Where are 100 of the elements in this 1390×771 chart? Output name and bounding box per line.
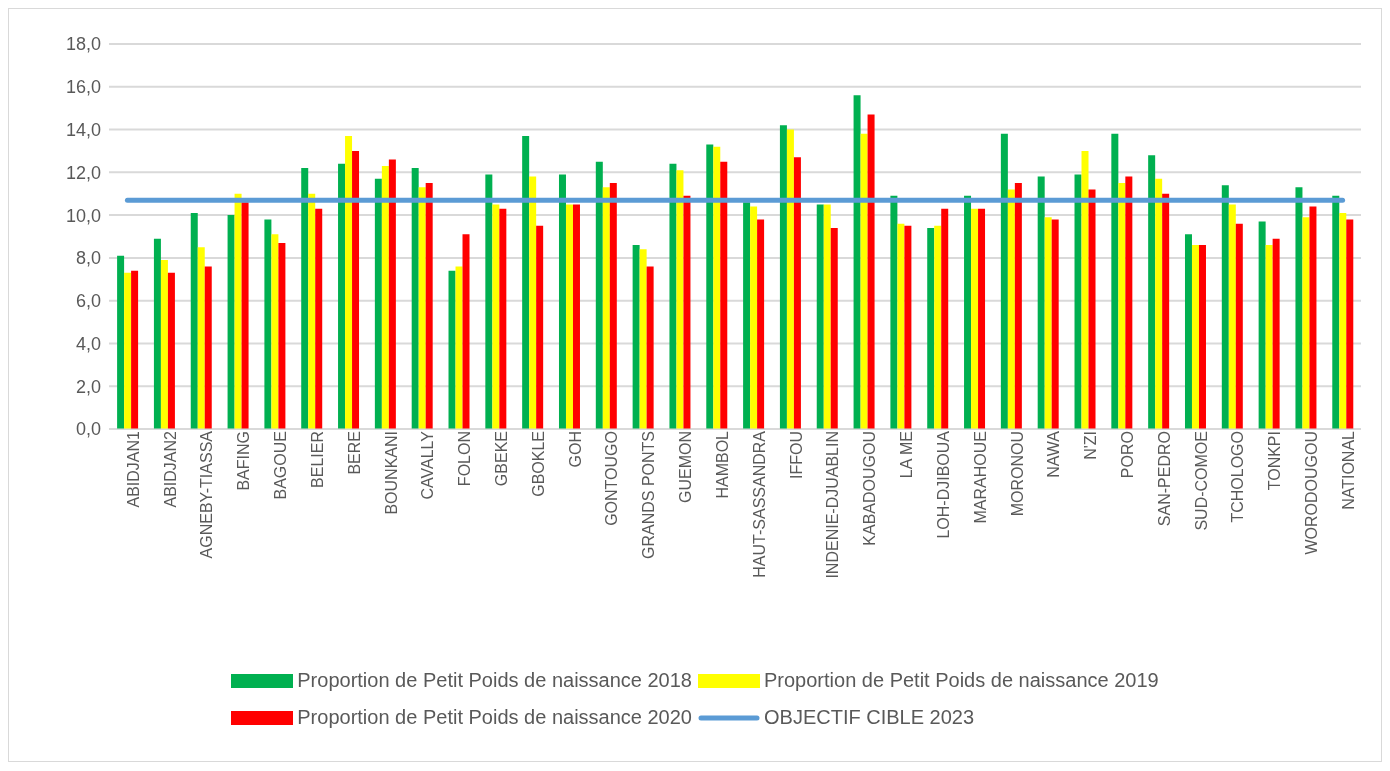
bar	[1074, 174, 1082, 429]
bar	[757, 219, 765, 429]
x-tick-label: GRANDS PONTS	[640, 431, 658, 560]
bar	[153, 238, 161, 429]
bar	[816, 204, 824, 429]
x-tick-label: BOUNKANI	[382, 431, 400, 515]
bar	[308, 193, 316, 429]
bar	[706, 144, 714, 429]
bar	[720, 161, 728, 429]
bar	[338, 163, 346, 429]
bar	[1265, 245, 1273, 429]
x-tick-label: MARAHOUE	[971, 431, 989, 524]
bar	[823, 204, 831, 429]
bar	[1302, 217, 1310, 429]
bar	[264, 219, 272, 429]
bar	[683, 195, 691, 429]
x-tick-label: ABIDJAN1	[124, 430, 142, 508]
y-tick-label: 10,0	[65, 205, 101, 226]
bar	[867, 114, 875, 429]
bar	[529, 176, 537, 429]
bar	[927, 227, 935, 429]
x-tick-label: BELIER	[308, 431, 326, 488]
bar	[1148, 155, 1156, 429]
bar	[1118, 183, 1126, 429]
bar	[455, 266, 463, 429]
bar	[786, 129, 794, 429]
bar	[1125, 176, 1133, 429]
bar	[241, 202, 249, 429]
legend-label: Proportion de Petit Poids de naissance 2018	[297, 669, 692, 692]
bar	[278, 242, 286, 429]
bar	[646, 266, 654, 429]
bar	[750, 206, 758, 429]
bar	[204, 266, 212, 429]
legend-label: Proportion de Petit Poids de naissance 2019	[764, 669, 1159, 692]
bar	[1088, 189, 1096, 429]
bar	[388, 159, 396, 429]
bar	[669, 163, 677, 429]
bar	[941, 208, 949, 429]
bar	[565, 204, 573, 429]
bar	[381, 165, 389, 429]
x-tick-label: AGNEBY-TIASSA	[198, 430, 216, 559]
bar	[1037, 176, 1045, 429]
x-tick-label: TCHOLOGO	[1229, 431, 1247, 523]
x-tick-label: PORO	[1119, 431, 1137, 479]
bar	[271, 234, 279, 429]
bar	[1332, 195, 1340, 429]
bar	[1272, 238, 1280, 429]
bar	[418, 187, 426, 429]
bar	[609, 183, 617, 429]
x-tick-label: N'ZI	[1082, 431, 1100, 460]
x-tick-label: TONKPI	[1266, 431, 1284, 491]
x-tick-label: KABADOUGOU	[861, 431, 879, 546]
bar	[425, 183, 433, 429]
bar	[499, 208, 507, 429]
bar	[411, 168, 419, 429]
x-tick-label: HAMBOL	[713, 430, 731, 499]
legend-label: OBJECTIF CIBLE 2023	[764, 706, 975, 729]
y-tick-label: 4,0	[75, 333, 101, 354]
x-tick-label: BAGOUE	[272, 431, 290, 500]
bar	[602, 187, 610, 429]
y-tick-label: 6,0	[75, 291, 101, 312]
y-tick-label: 16,0	[65, 77, 101, 98]
x-tick-label: FOLON	[456, 431, 474, 487]
bar	[1184, 234, 1192, 429]
x-tick-label: GUEMON	[677, 431, 695, 503]
bar	[1155, 178, 1163, 429]
bar	[160, 260, 168, 429]
bar	[234, 193, 242, 429]
x-tick-label: HAUT-SASSANDRA	[750, 430, 768, 578]
x-tick-label: BERE	[345, 431, 363, 475]
bar	[522, 135, 530, 429]
bar	[830, 227, 838, 429]
bar	[315, 208, 323, 429]
x-tick-label: GOH	[566, 431, 584, 468]
bar	[374, 178, 382, 429]
bar	[595, 161, 603, 429]
bar	[227, 215, 235, 429]
x-tick-label: SUD-COMOE	[1192, 431, 1210, 531]
x-tick-label: ABIDJAN2	[161, 430, 179, 508]
bar	[352, 150, 360, 429]
bar	[860, 133, 868, 429]
x-tick-label: GBEKE	[493, 431, 511, 487]
x-tick-label: GBOKLE	[529, 431, 547, 497]
bar	[1295, 187, 1303, 429]
bar	[197, 247, 205, 429]
bar	[978, 208, 986, 429]
bar	[1044, 217, 1052, 429]
bar	[964, 195, 972, 429]
bar	[1000, 133, 1008, 429]
y-tick-label: 2,0	[75, 376, 101, 397]
bar	[167, 272, 175, 429]
x-tick-label: INDENIE-DJUABLIN	[824, 431, 842, 579]
x-tick-label: IFFOU	[787, 431, 805, 479]
bar	[713, 146, 721, 429]
bar	[1111, 133, 1119, 429]
bar	[639, 249, 647, 429]
bar	[853, 95, 861, 429]
bar	[1221, 185, 1229, 429]
y-tick-label: 18,0	[65, 34, 101, 55]
x-tick-label: MORONOU	[1008, 431, 1026, 517]
